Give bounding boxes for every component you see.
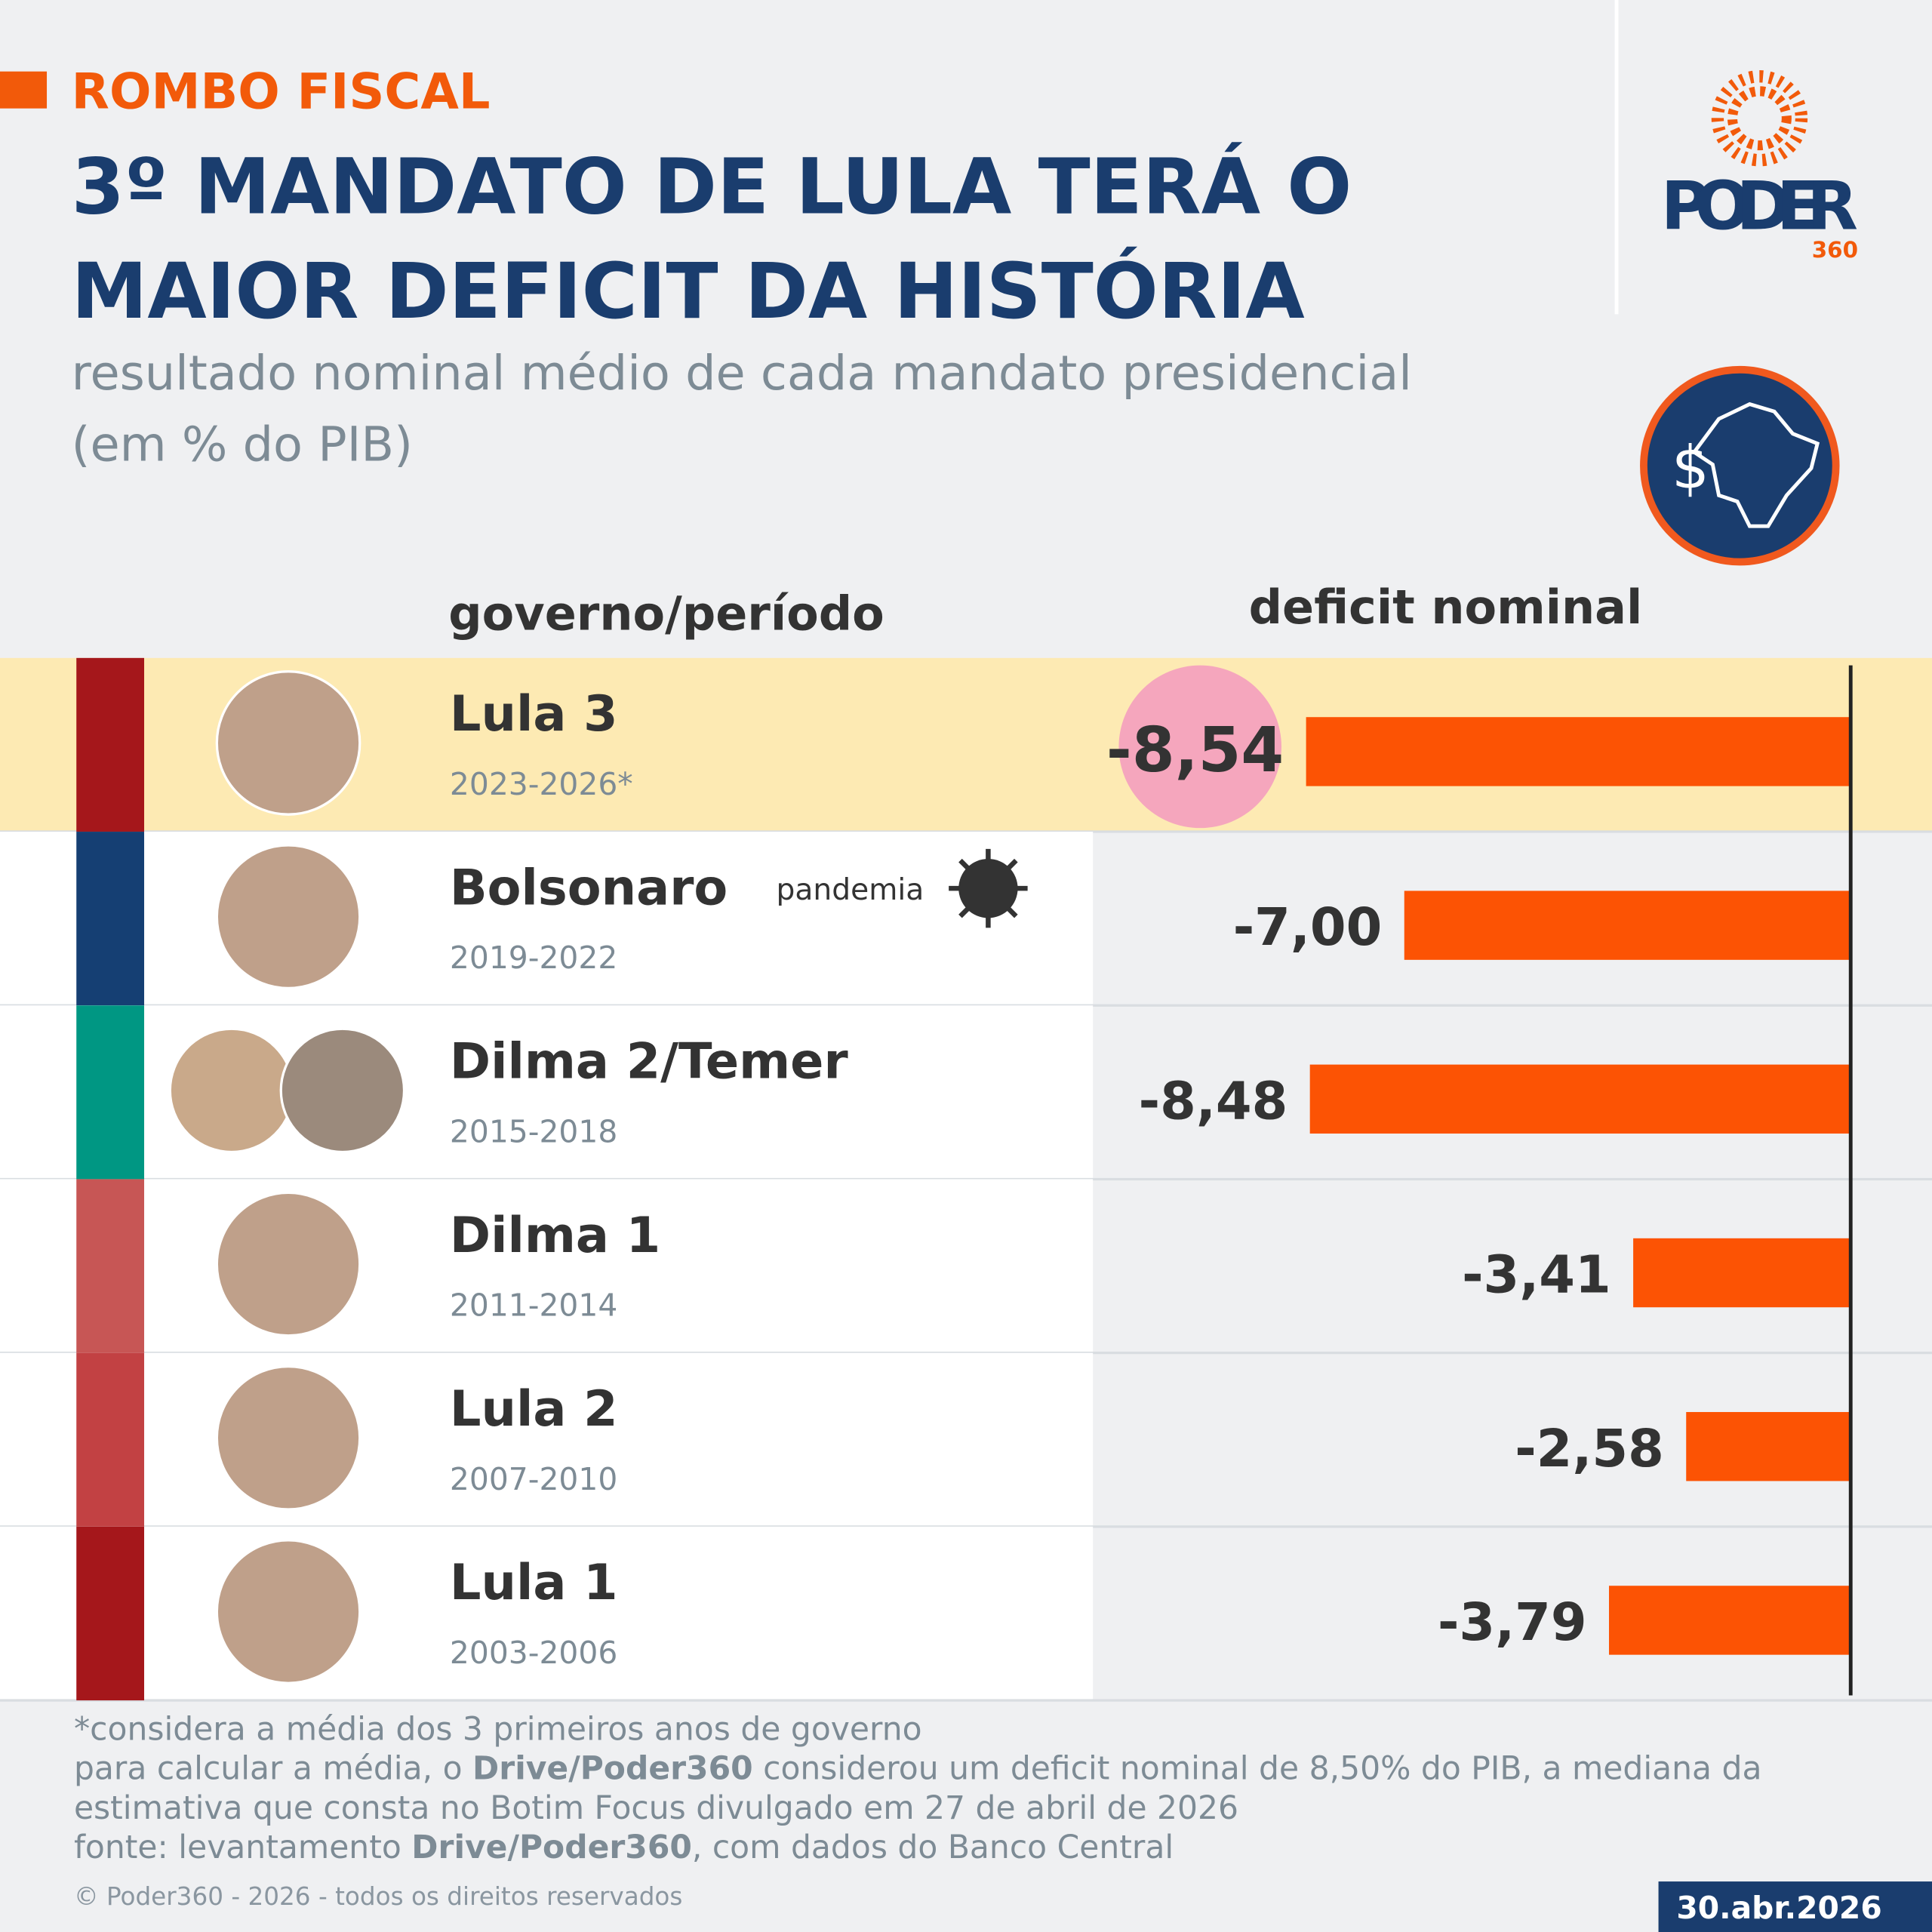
period-label: 2023-2026* bbox=[450, 766, 633, 802]
row-bg bbox=[0, 1352, 1094, 1527]
value-label: -3,41 bbox=[1462, 1245, 1611, 1306]
party-stripe bbox=[76, 1526, 145, 1701]
chart-title: 3º MANDATO DE LULA TERÁ O MAIOR DEFICIT … bbox=[72, 141, 1379, 336]
logo-name: PODER bbox=[1661, 168, 1858, 245]
annotation: pandemia bbox=[777, 873, 924, 907]
note-segment: considerou um deficit nominal de 8,50% d… bbox=[753, 1751, 1762, 1788]
value-label: -3,79 bbox=[1438, 1592, 1587, 1653]
party-stripe bbox=[76, 657, 145, 832]
map-outline bbox=[1691, 401, 1820, 528]
note: para calcular a média, o Drive/Poder360 … bbox=[74, 1751, 1762, 1788]
party-stripe bbox=[76, 832, 145, 1006]
row-bg bbox=[0, 1179, 1094, 1353]
logo: PODER 360 bbox=[1661, 70, 1858, 263]
photo bbox=[215, 844, 361, 990]
bar bbox=[1608, 1586, 1851, 1655]
bar bbox=[1633, 1238, 1851, 1308]
subtitle: resultado nominal médio de cada mandato … bbox=[72, 346, 1428, 473]
note-segment: Drive/Poder360 bbox=[472, 1751, 753, 1788]
logo-rays bbox=[1711, 70, 1808, 167]
kicker-marker bbox=[0, 71, 48, 109]
period-label: 2019-2022 bbox=[450, 940, 617, 976]
logo-sun bbox=[1727, 86, 1792, 151]
virus-icon bbox=[949, 848, 1028, 928]
bar bbox=[1686, 1412, 1851, 1481]
date: 30.abr.2026 bbox=[1676, 1890, 1881, 1926]
party-stripe bbox=[76, 1005, 145, 1180]
period-label: 2003-2006 bbox=[450, 1635, 617, 1671]
party-stripe bbox=[76, 1179, 145, 1353]
period-label: 2007-2010 bbox=[450, 1461, 617, 1497]
subtitle-line: (em % do PIB) bbox=[72, 417, 413, 473]
topic-icon: $ bbox=[1640, 365, 1840, 566]
bar bbox=[1404, 891, 1851, 960]
note-segment: , com dados do Banco Central bbox=[692, 1829, 1174, 1866]
value-header: deficit nominal bbox=[1249, 580, 1643, 635]
value-label: -8,54 bbox=[1106, 715, 1284, 786]
kicker: ROMBO FISCAL bbox=[72, 63, 491, 121]
value-label: -8,48 bbox=[1139, 1071, 1288, 1131]
period-label: 2015-2018 bbox=[450, 1113, 617, 1149]
category-label: Lula 2 bbox=[450, 1380, 618, 1438]
copyright: © Poder360 - 2026 - todos os direitos re… bbox=[74, 1882, 682, 1911]
photo bbox=[168, 1027, 295, 1154]
category-header: governo/período bbox=[448, 586, 884, 641]
row-bg bbox=[0, 1005, 1094, 1180]
note: estimativa que consta no Botim Focus div… bbox=[74, 1790, 1238, 1827]
note-segment: fonte: levantamento bbox=[74, 1829, 411, 1866]
notes: *considera a média dos 3 primeiros anos … bbox=[74, 1711, 1762, 1866]
rows: Lula 3 2023-2026* -8,54 Bolsonaro 2019-2022 -… bbox=[0, 657, 1932, 1702]
note: fonte: levantamento Drive/Poder360, com … bbox=[74, 1829, 1174, 1866]
period-label: 2011-2014 bbox=[450, 1287, 617, 1324]
note-segment: para calcular a média, o bbox=[74, 1751, 472, 1788]
photo bbox=[279, 1027, 406, 1154]
title-line: 3º MANDATO DE LULA TERÁ O bbox=[72, 141, 1352, 231]
bar bbox=[1306, 717, 1851, 786]
note-segment: *considera a média dos 3 primeiros anos … bbox=[74, 1711, 922, 1748]
note-segment: Drive/Poder360 bbox=[411, 1829, 692, 1866]
party-stripe bbox=[76, 1352, 145, 1527]
photo bbox=[215, 670, 361, 816]
subtitle-line: resultado nominal médio de cada mandato … bbox=[72, 346, 1412, 401]
category-label: Dilma 1 bbox=[450, 1207, 660, 1264]
photo bbox=[215, 1539, 361, 1684]
bar bbox=[1309, 1064, 1851, 1134]
icon-circle bbox=[1640, 365, 1840, 566]
value-label: -2,58 bbox=[1515, 1419, 1664, 1479]
photo bbox=[215, 1191, 361, 1337]
category-label: Bolsonaro bbox=[450, 859, 728, 916]
note-segment: estimativa que consta no Botim Focus div… bbox=[74, 1790, 1238, 1827]
category-label: Dilma 2/Temer bbox=[450, 1033, 849, 1091]
dollar-sign: $ bbox=[1672, 434, 1709, 503]
category-label: Lula 1 bbox=[450, 1554, 618, 1611]
virus-body bbox=[958, 858, 1018, 918]
date-box bbox=[1658, 1881, 1932, 1932]
title-line: MAIOR DEFICIT DA HISTÓRIA bbox=[72, 246, 1305, 336]
value-label: -7,00 bbox=[1233, 897, 1383, 958]
category-label: Lula 3 bbox=[450, 685, 618, 743]
note: *considera a média dos 3 primeiros anos … bbox=[74, 1711, 922, 1748]
row-bg bbox=[0, 832, 1094, 1006]
row-bg bbox=[0, 1526, 1094, 1701]
photo bbox=[215, 1364, 361, 1511]
highlight-circle bbox=[1118, 665, 1281, 829]
logo-number: 360 bbox=[1812, 237, 1858, 263]
